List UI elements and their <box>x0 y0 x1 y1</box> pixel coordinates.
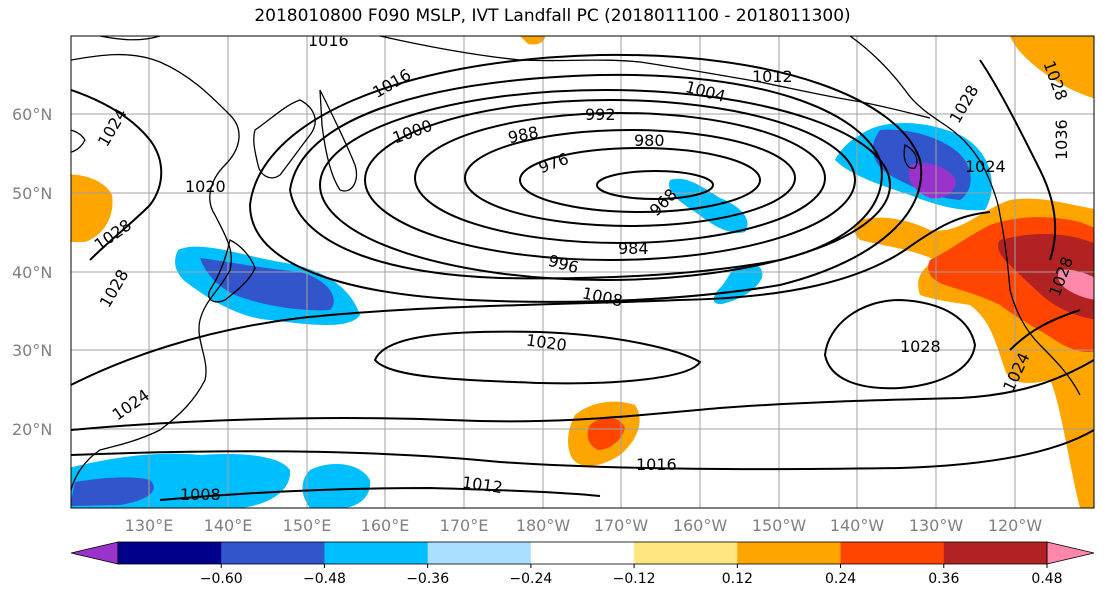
colorbar-extension-high <box>1046 541 1095 565</box>
colorbar-tick-label: 0.24 <box>825 571 856 587</box>
longitude-labels: 130°E 140°E 150°E 160°E 170°E 180°W 170°… <box>125 516 1043 535</box>
lon-label: 170°E <box>440 516 489 535</box>
colorbar: −0.60 −0.48 −0.36 −0.24 −0.12 0.12 0.24 0.36 0.4… <box>70 541 1095 587</box>
colorbar-segment <box>324 542 429 564</box>
colorbar-tick-label: 0.36 <box>928 571 959 587</box>
isobar-label: 1024 <box>965 157 1006 176</box>
lat-label: 30°N <box>12 341 52 360</box>
lon-label: 140°E <box>204 516 253 535</box>
colorbar-tick-label: −0.12 <box>613 571 656 587</box>
colorbar-segment <box>840 542 945 564</box>
isobar-label: 980 <box>634 131 665 150</box>
lon-label: 130°E <box>125 516 174 535</box>
isobar-label: 1036 <box>1052 119 1071 160</box>
colorbar-segment <box>221 542 325 564</box>
colorbar-tick-label: −0.24 <box>509 571 552 587</box>
isobar-label: 1012 <box>752 67 793 86</box>
isobars <box>71 53 1094 501</box>
isobar-label: 1020 <box>185 177 226 196</box>
colorbar-ticks: −0.60 −0.48 −0.36 −0.24 −0.12 0.12 0.24 0.36 0.4… <box>200 564 1063 587</box>
lon-label: 130°W <box>909 516 964 535</box>
lon-label: 180°W <box>516 516 571 535</box>
colorbar-tick-label: 0.12 <box>722 571 753 587</box>
lat-label: 60°N <box>12 105 52 124</box>
isobar-label: 1028 <box>900 337 941 356</box>
isobar-label: 992 <box>585 105 616 124</box>
colorbar-tick-label: −0.60 <box>200 571 243 587</box>
colorbar-tick-label: 0.48 <box>1031 571 1062 587</box>
colorbar-segment <box>118 542 222 564</box>
colorbar-extension-low <box>70 541 119 565</box>
colorbar-segment <box>634 542 738 564</box>
lon-label: 160°W <box>673 516 728 535</box>
isobar-label: 1016 <box>308 31 349 50</box>
map-frame <box>70 35 1095 509</box>
colorbar-segment <box>427 542 532 564</box>
colorbar-segment <box>737 542 842 564</box>
lon-label: 140°W <box>830 516 885 535</box>
lon-label: 170°W <box>594 516 649 535</box>
lat-label: 50°N <box>12 184 52 203</box>
colorbar-tick-label: −0.48 <box>303 571 346 587</box>
colorbar-frame <box>117 541 1048 565</box>
colorbar-segments <box>70 541 1095 565</box>
colorbar-tick-label: −0.36 <box>406 571 449 587</box>
lat-label: 40°N <box>12 263 52 282</box>
lon-label: 160°E <box>361 516 410 535</box>
lon-label: 150°E <box>283 516 332 535</box>
map-title: 2018010800 F090 MSLP, IVT Landfall PC (2… <box>254 6 851 26</box>
lon-label: 150°W <box>752 516 807 535</box>
latitude-labels: 60°N 50°N 40°N 30°N 20°N <box>12 105 52 439</box>
colorbar-segment <box>943 542 1048 564</box>
lat-label: 20°N <box>12 420 52 439</box>
isobar-label: 984 <box>618 239 649 258</box>
colorbar-segment <box>530 542 635 564</box>
coastlines <box>71 36 1081 491</box>
lon-label: 120°W <box>988 516 1043 535</box>
isobar-label: 1016 <box>636 455 677 474</box>
isobar-label: 1008 <box>180 485 221 504</box>
